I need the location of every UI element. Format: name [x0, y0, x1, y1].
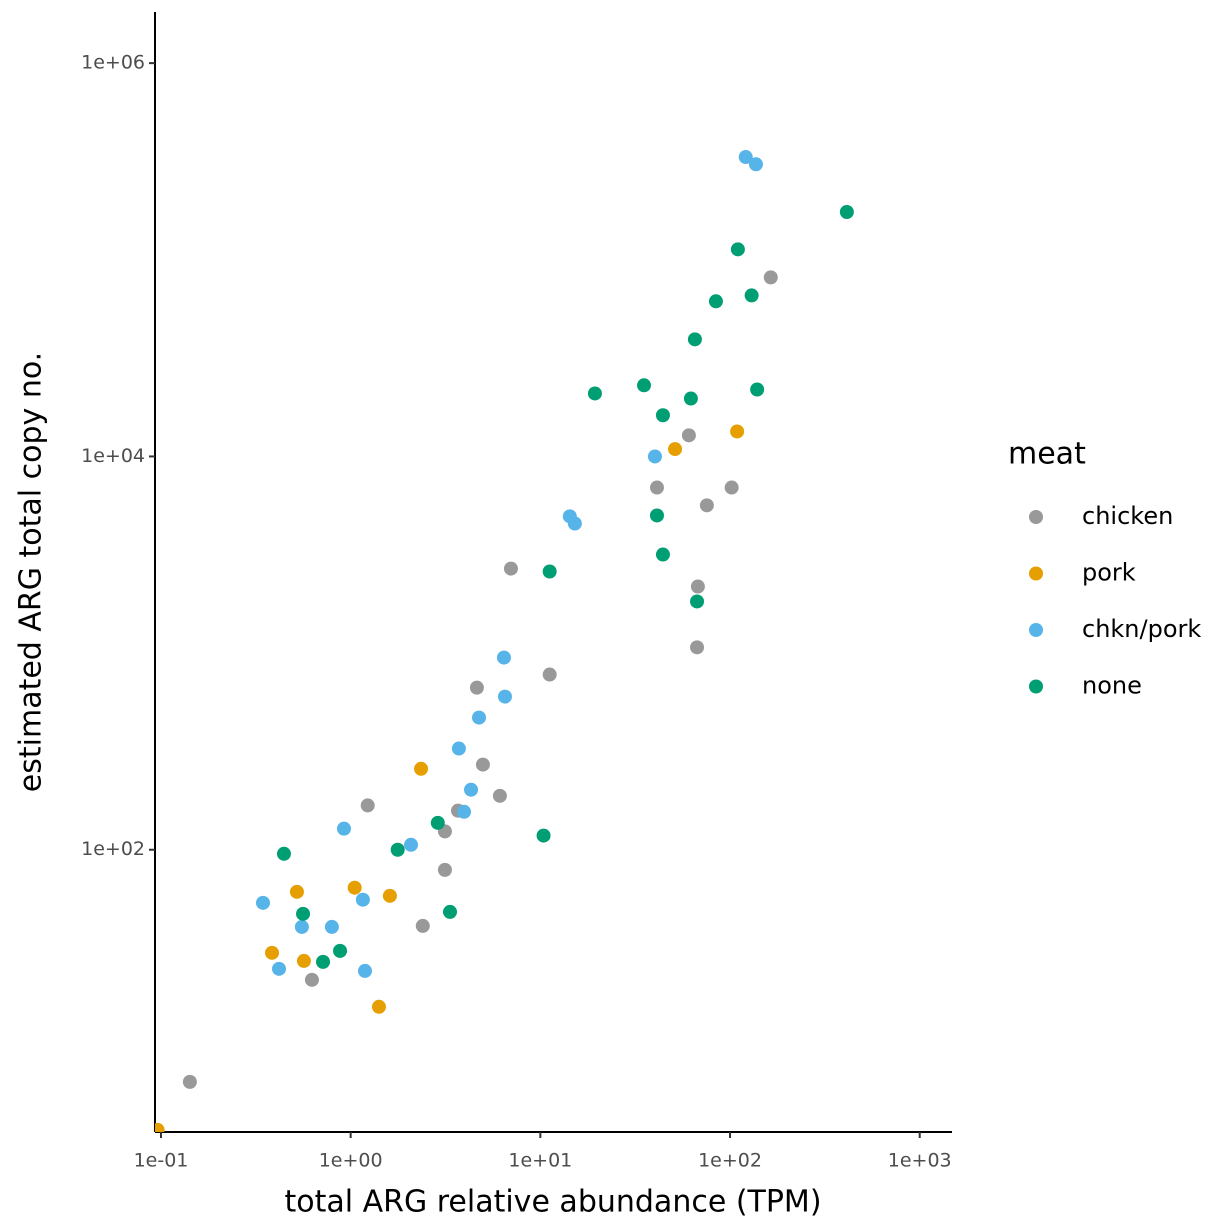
point — [357, 963, 372, 978]
point — [542, 564, 557, 579]
point — [649, 508, 664, 523]
point — [347, 880, 362, 895]
point — [289, 884, 304, 899]
point — [744, 288, 759, 303]
legend-title: meat — [1008, 437, 1086, 472]
y-tick-label: 1e+06 — [81, 52, 145, 74]
point — [469, 680, 484, 695]
point — [690, 640, 705, 655]
legend-swatch — [1029, 623, 1043, 637]
point — [492, 788, 507, 803]
point — [296, 953, 311, 968]
point — [655, 547, 670, 562]
point — [738, 150, 753, 165]
point — [668, 442, 683, 457]
point — [699, 498, 714, 513]
point — [647, 449, 662, 464]
point — [155, 1122, 165, 1132]
point — [324, 919, 339, 934]
y-axis-title: estimated ARG total copy no. — [14, 352, 49, 792]
point — [649, 480, 664, 495]
x-axis-title: total ARG relative abundance (TPM) — [284, 1185, 821, 1220]
point — [839, 204, 854, 219]
point — [255, 895, 270, 910]
point — [371, 999, 386, 1014]
point — [730, 242, 745, 257]
point — [587, 386, 602, 401]
point — [708, 294, 723, 309]
point — [336, 821, 351, 836]
legend-label: pork — [1082, 559, 1136, 587]
point — [763, 270, 778, 285]
legend-swatch — [1029, 679, 1043, 694]
point — [333, 943, 348, 958]
point — [355, 892, 370, 907]
point — [536, 828, 551, 843]
x-tick-label: 1e-01 — [134, 1150, 189, 1172]
legend-label: none — [1082, 672, 1142, 700]
point — [296, 906, 311, 921]
point — [360, 798, 375, 813]
legend-swatch — [1029, 566, 1043, 581]
point — [496, 650, 511, 665]
x-tick-label: 1e+00 — [319, 1150, 383, 1172]
point — [443, 904, 458, 919]
point — [472, 710, 487, 725]
point — [690, 579, 705, 594]
point — [542, 667, 557, 682]
point — [403, 837, 418, 852]
point — [503, 561, 518, 576]
point — [276, 846, 291, 861]
point — [497, 689, 512, 704]
point — [316, 954, 331, 969]
y-tick-label: 1e+04 — [81, 445, 145, 467]
point — [687, 332, 702, 347]
point — [272, 961, 287, 976]
point — [637, 378, 652, 393]
point — [683, 391, 698, 406]
legend-label: chkn/pork — [1082, 615, 1201, 643]
legend-label: chicken — [1082, 502, 1173, 530]
point — [457, 804, 472, 819]
point — [182, 1074, 197, 1089]
point — [437, 862, 452, 877]
point — [681, 428, 696, 443]
point — [475, 757, 490, 772]
x-tick-label: 1e+01 — [508, 1150, 572, 1172]
point — [414, 761, 429, 776]
y-tick-label: 1e+02 — [81, 838, 145, 860]
point — [730, 424, 745, 439]
point — [304, 972, 319, 987]
point — [690, 594, 705, 609]
x-tick-label: 1e+03 — [888, 1150, 952, 1172]
point — [382, 888, 397, 903]
point — [390, 842, 405, 857]
legend-swatch — [1029, 510, 1043, 524]
x-tick-label: 1e+02 — [698, 1150, 762, 1172]
point — [415, 918, 430, 933]
point — [567, 516, 582, 531]
point — [748, 157, 763, 172]
point — [750, 382, 765, 397]
point — [464, 782, 479, 797]
point — [265, 945, 280, 960]
point — [655, 408, 670, 423]
point — [430, 815, 445, 830]
point — [294, 919, 309, 934]
point — [724, 480, 739, 495]
point — [451, 741, 466, 756]
